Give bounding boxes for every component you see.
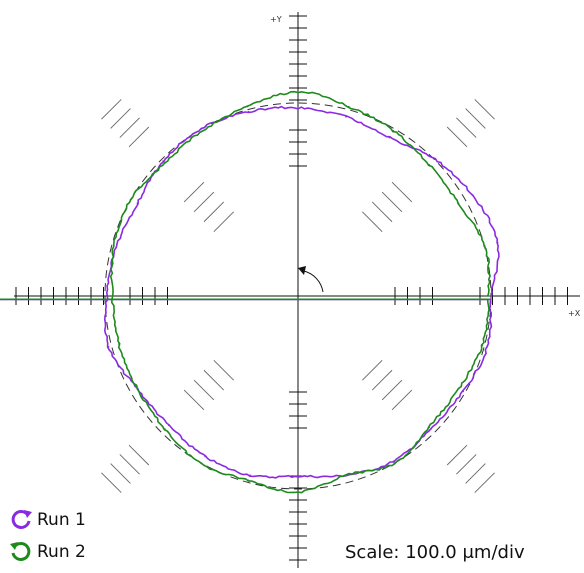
diagonal-hatch <box>128 444 150 466</box>
diagonal-hatch <box>446 444 468 466</box>
diagonal-hatch <box>381 191 403 213</box>
diagonal-hatch <box>110 463 131 484</box>
data-point <box>201 130 204 132</box>
data-point <box>200 127 203 130</box>
data-point <box>297 91 299 93</box>
diagonal-hatch <box>101 99 122 120</box>
data-point <box>486 346 489 348</box>
data-point <box>481 344 484 347</box>
data-point <box>162 160 164 162</box>
data-point <box>348 105 350 108</box>
rotation-arc <box>303 270 324 293</box>
data-point <box>106 295 108 297</box>
diagonal-hatch <box>213 211 234 232</box>
data-point <box>484 245 486 247</box>
data-point <box>297 107 299 109</box>
series-trace-run-1 <box>0 105 500 479</box>
diagonal-hatch <box>465 108 486 129</box>
diagonal-hatch <box>456 117 477 138</box>
data-point <box>488 295 490 297</box>
data-point <box>428 164 431 166</box>
data-point <box>297 491 299 493</box>
data-point <box>247 479 250 482</box>
legend-label-run-2: Run 2 <box>37 542 86 562</box>
data-point <box>118 343 120 345</box>
data-point <box>392 460 395 463</box>
data-point <box>246 105 248 108</box>
data-point <box>136 388 139 390</box>
data-point <box>111 295 114 297</box>
diagonal-hatch <box>371 201 393 223</box>
x-plus-label: +X <box>568 309 581 318</box>
scale-label: Scale: 100.0 μm/div <box>345 542 525 563</box>
clockwise-arrow-icon <box>10 541 31 561</box>
diagonal-hatch <box>193 379 215 401</box>
data-point <box>107 346 110 348</box>
data-point <box>167 424 170 427</box>
diagonal-hatch <box>474 472 495 493</box>
data-point <box>136 202 139 205</box>
data-point <box>345 116 347 118</box>
data-point <box>457 202 460 205</box>
diagonal-hatch <box>362 211 383 232</box>
diagonal-hatch <box>128 126 150 148</box>
y-plus-label: +Y <box>270 15 282 24</box>
diagonal-hatch <box>183 389 205 411</box>
data-point <box>297 475 299 478</box>
counter-clockwise-arrow-icon <box>11 509 32 529</box>
data-point <box>200 462 203 465</box>
data-point <box>434 158 436 160</box>
diagonal-hatch <box>101 472 122 493</box>
diagonal-hatch <box>362 360 383 381</box>
data-point <box>115 246 118 249</box>
diagonal-hatch <box>391 389 413 411</box>
axes: +Y +X <box>14 12 581 568</box>
diagonal-hatch <box>203 369 225 391</box>
legend-item-run-2: Run 2 <box>8 540 86 564</box>
data-point <box>112 245 115 248</box>
data-point <box>471 194 474 197</box>
diagonal-hatch <box>371 369 393 391</box>
diagonal-hatch <box>213 360 234 381</box>
legend-label-run-1: Run 1 <box>37 510 86 530</box>
data-point <box>164 162 166 164</box>
data-point <box>345 474 347 477</box>
diagonal-hatch <box>456 454 477 475</box>
data-point <box>496 241 499 244</box>
series-trace-run-2 <box>0 90 491 494</box>
data-point <box>393 462 396 465</box>
diagonal-hatch <box>119 454 140 475</box>
data-point <box>490 295 493 297</box>
diagonal-hatch-guides <box>101 99 495 493</box>
data-point <box>204 455 206 458</box>
diagonal-hatch <box>119 117 140 138</box>
data-point <box>462 390 465 393</box>
diagonal-hatch <box>391 181 413 203</box>
axis-ticks <box>15 15 568 561</box>
data-point <box>129 198 132 201</box>
diagonal-hatch <box>110 108 131 129</box>
diagonal-hatch <box>183 181 205 203</box>
data-point <box>164 428 166 430</box>
data-point <box>428 426 431 429</box>
data-point <box>430 428 432 430</box>
diagonal-hatch <box>446 126 468 148</box>
diagonal-hatch <box>474 99 495 120</box>
diagonal-hatch <box>203 201 225 223</box>
data-point <box>392 130 395 132</box>
legend-item-run-1: Run 1 <box>8 508 86 532</box>
data-point <box>457 388 460 390</box>
data-point <box>388 136 391 139</box>
diagonal-hatch <box>381 379 403 401</box>
rotation-direction-arrow <box>298 266 324 293</box>
rotation-arrowhead <box>298 266 306 275</box>
diagonal-hatch <box>465 463 486 484</box>
series-layer <box>0 90 500 494</box>
data-point <box>247 110 250 113</box>
data-point <box>249 474 251 477</box>
diagonal-hatch <box>193 191 215 213</box>
